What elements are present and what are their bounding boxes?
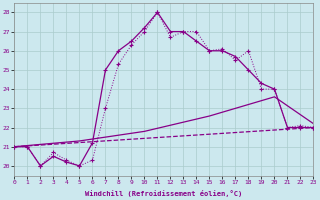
X-axis label: Windchill (Refroidissement éolien,°C): Windchill (Refroidissement éolien,°C)	[85, 190, 243, 197]
